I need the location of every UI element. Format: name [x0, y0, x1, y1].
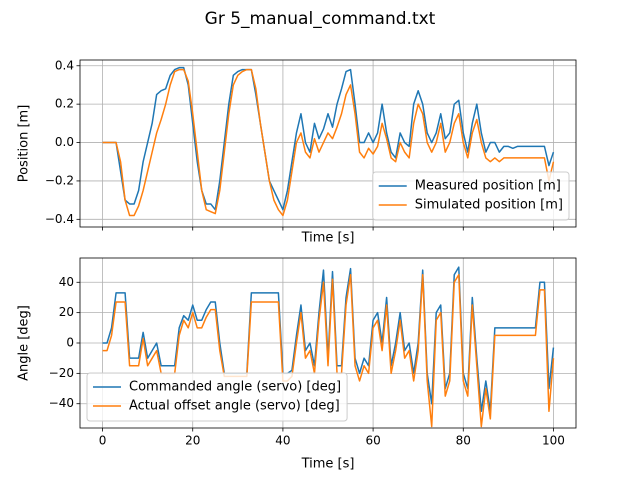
- legend-frame: [86, 372, 348, 422]
- legend-label: Commanded angle (servo) [deg]: [129, 380, 341, 395]
- x-tick-label: 100: [542, 434, 565, 448]
- y-tick-label: 20: [59, 305, 74, 319]
- y-tick-label: 40: [59, 275, 74, 289]
- legend: Commanded angle (servo) [deg] Actual offs…: [86, 372, 348, 422]
- x-axis-label: Time [s]: [301, 457, 355, 472]
- axes-frame: [79, 59, 577, 228]
- y-tick-label: −0.4: [45, 212, 74, 226]
- legend-label: Actual offset angle (servo) [deg]: [129, 399, 340, 414]
- y-tick-label: 0.0: [55, 135, 74, 149]
- y-tick-label: 0.2: [55, 97, 74, 111]
- legend: Measured position [m] Simulated position …: [372, 171, 570, 221]
- data-line: [102, 66, 555, 211]
- y-tick-label: −0.2: [45, 173, 74, 187]
- x-tick-label: 60: [365, 434, 380, 448]
- x-tick-label: 40: [275, 434, 290, 448]
- x-tick-label: 0: [99, 434, 107, 448]
- legend-frame: [372, 171, 570, 221]
- y-tick-label: 0: [66, 336, 74, 350]
- y-axis-label: Angle [deg]: [17, 305, 32, 381]
- figure-title: Gr 5_manual_command.txt: [205, 9, 436, 29]
- data-line: [102, 273, 555, 428]
- y-tick-label: −40: [49, 396, 74, 410]
- legend-label: Simulated position [m]: [415, 198, 563, 213]
- y-tick-label: −20: [49, 366, 74, 380]
- y-axis-label: Position [m]: [17, 105, 32, 183]
- axes-frame: [79, 257, 577, 429]
- x-tick-label: 20: [185, 434, 200, 448]
- x-axis-label: Time [s]: [301, 231, 355, 246]
- y-tick-label: 0.4: [55, 58, 74, 72]
- x-tick-label: 80: [456, 434, 471, 448]
- data-line: [102, 68, 555, 217]
- legend-label: Measured position [m]: [415, 179, 561, 194]
